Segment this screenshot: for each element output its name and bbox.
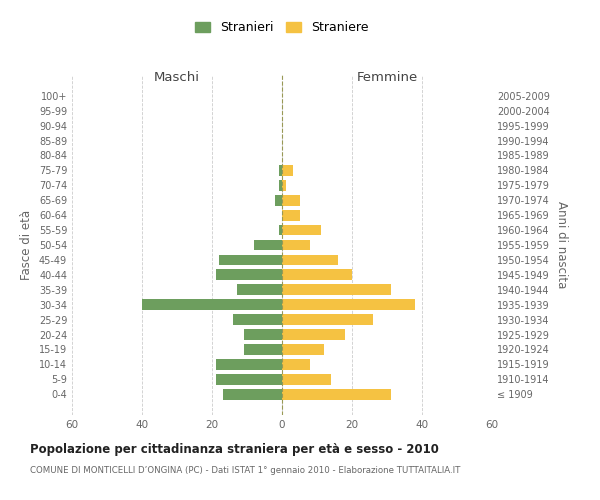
Bar	[278, 224, 282, 235]
Bar	[223, 389, 282, 400]
Bar	[282, 270, 352, 280]
Bar	[282, 389, 391, 400]
Legend: Stranieri, Straniere: Stranieri, Straniere	[190, 16, 374, 40]
Bar	[282, 359, 310, 370]
Bar	[254, 240, 282, 250]
Bar	[282, 240, 310, 250]
Bar	[278, 180, 282, 190]
Bar	[236, 284, 282, 295]
Bar	[215, 270, 282, 280]
Bar	[282, 300, 415, 310]
Bar	[215, 359, 282, 370]
Bar	[244, 329, 282, 340]
Y-axis label: Anni di nascita: Anni di nascita	[555, 202, 568, 288]
Bar	[244, 344, 282, 355]
Bar	[282, 180, 286, 190]
Bar	[282, 329, 345, 340]
Bar	[282, 254, 338, 266]
Text: Popolazione per cittadinanza straniera per età e sesso - 2010: Popolazione per cittadinanza straniera p…	[30, 442, 439, 456]
Bar	[219, 254, 282, 266]
Bar	[215, 374, 282, 384]
Bar	[282, 374, 331, 384]
Text: Femmine: Femmine	[356, 71, 418, 84]
Bar	[142, 300, 282, 310]
Bar	[233, 314, 282, 325]
Text: COMUNE DI MONTICELLI D’ONGINA (PC) - Dati ISTAT 1° gennaio 2010 - Elaborazione T: COMUNE DI MONTICELLI D’ONGINA (PC) - Dat…	[30, 466, 460, 475]
Text: Maschi: Maschi	[154, 71, 200, 84]
Bar	[282, 224, 320, 235]
Bar	[282, 344, 324, 355]
Bar	[275, 195, 282, 205]
Y-axis label: Fasce di età: Fasce di età	[20, 210, 33, 280]
Bar	[282, 284, 391, 295]
Bar	[282, 210, 299, 220]
Bar	[282, 165, 293, 176]
Bar	[282, 314, 373, 325]
Bar	[282, 195, 299, 205]
Bar	[278, 165, 282, 176]
